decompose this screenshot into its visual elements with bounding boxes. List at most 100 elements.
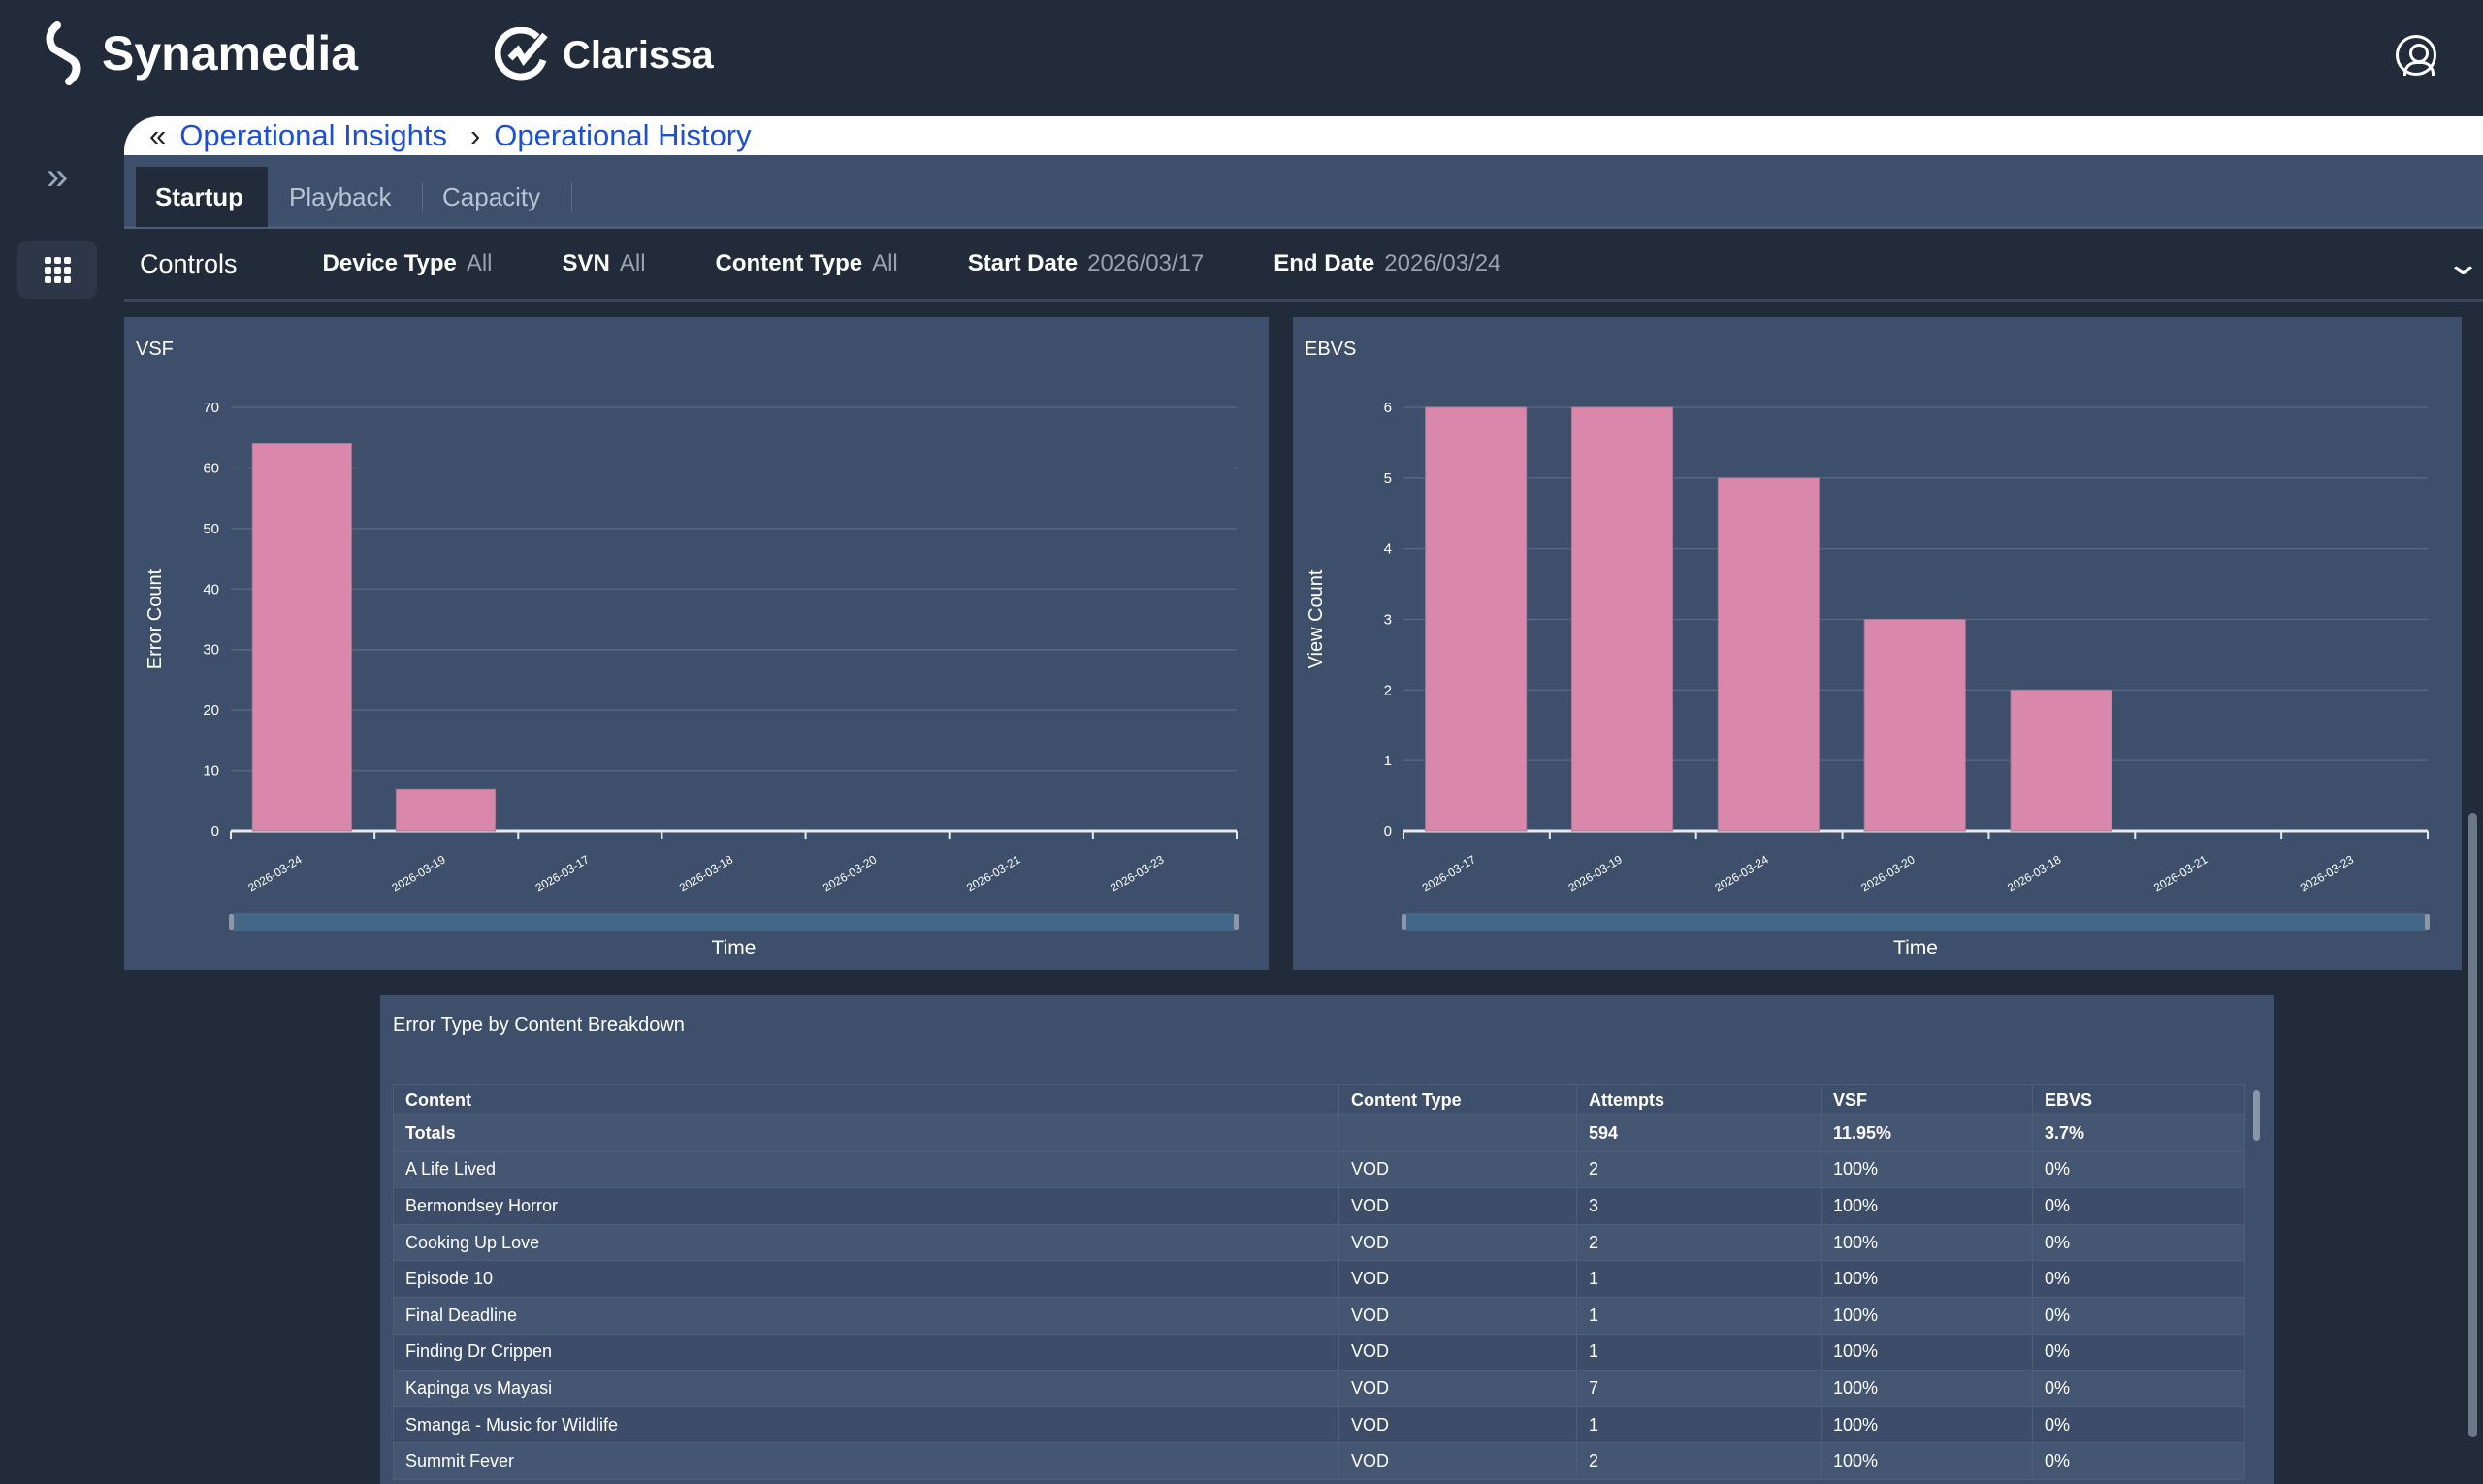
table-row[interactable]: Episode 10 VOD 1 100% 0% (393, 1260, 2245, 1298)
filter-end-date[interactable]: End Date 2026/03/24 (1274, 250, 1500, 277)
synamedia-logo-icon (46, 21, 81, 85)
user-account-icon[interactable] (2396, 35, 2436, 76)
filter-label: SVN (562, 250, 610, 276)
table-row[interactable]: Kapinga vs Mayasi VOD 7 100% 0% (393, 1370, 2245, 1407)
table-row[interactable]: A Life Lived VOD 2 100% 0% (393, 1150, 2245, 1189)
chevron-down-icon[interactable]: ⌄ (2444, 247, 2482, 280)
filter-device-type[interactable]: Device Type All (323, 250, 493, 277)
table-cell: 0% (2032, 1187, 2245, 1225)
table-cell: 0% (2032, 1370, 2245, 1407)
table-cell: Totals (393, 1114, 1339, 1152)
filter-label: Device Type (322, 250, 457, 276)
vsf-chart-panel: VSF 0 10 20 30 40 50 60 70 2026-03-24 2026-03-19 2… (124, 317, 1269, 970)
table-cell: 0% (2032, 1405, 2245, 1444)
table-cell: 100% (1821, 1405, 2033, 1444)
table-cell: VOD (1338, 1333, 1577, 1371)
table-cell (1338, 1114, 1577, 1152)
y-tick-label: 4 (1384, 541, 1392, 558)
x-tick-label: 2026-03-20 (1858, 853, 1917, 894)
table-cell: 2 (1576, 1223, 1822, 1262)
y-tick-label: 40 (203, 581, 219, 597)
ebvs-chart: 0 1 2 3 4 5 6 2026-03-17 2026-03-19 2026-03-24 202… (1306, 400, 2430, 959)
filter-value: All (619, 250, 646, 276)
bar (251, 442, 352, 832)
y-tick-label: 70 (203, 400, 219, 416)
y-tick-label: 5 (1384, 470, 1392, 487)
error-breakdown-table: Content Content Type Attempts VSF EBVS T… (393, 1084, 2245, 1480)
table-cell: 100% (1821, 1442, 2033, 1480)
filter-label: Content Type (715, 250, 863, 276)
x-tick-label: 2026-03-18 (677, 853, 735, 894)
table-row[interactable]: Summit Fever VOD 2 100% 0% (393, 1442, 2245, 1480)
table-header-row: Content Content Type Attempts VSF EBVS (393, 1084, 2245, 1115)
table-cell: 11.95% (1821, 1114, 2033, 1152)
tab-divider (422, 182, 423, 211)
table-row[interactable]: Cooking Up Love VOD 2 100% 0% (393, 1223, 2245, 1262)
table-cell: Final Deadline (393, 1296, 1339, 1335)
table-row[interactable]: Final Deadline VOD 1 100% 0% (393, 1296, 2245, 1335)
table-cell: 100% (1821, 1150, 2033, 1189)
column-header-ebvs[interactable]: EBVS (2032, 1084, 2245, 1115)
table-cell: 0% (2032, 1296, 2245, 1335)
column-header-content[interactable]: Content (393, 1084, 1339, 1115)
breadcrumb-operational-history[interactable]: Operational History (494, 118, 752, 152)
table-cell: Summit Fever (393, 1442, 1339, 1480)
expand-sidebar-icon[interactable]: » (47, 155, 69, 198)
apps-grid-icon[interactable] (17, 241, 97, 299)
table-cell: 3.7% (2032, 1114, 2245, 1152)
tab-divider (571, 182, 572, 211)
table-cell: 7 (1576, 1370, 1822, 1407)
table-cell: 1 (1576, 1296, 1822, 1335)
table-cell: 100% (1821, 1333, 2033, 1371)
table-cell: Cooking Up Love (393, 1223, 1339, 1262)
bar (1863, 619, 1966, 832)
tab-playback[interactable]: Playback (289, 181, 392, 211)
column-header-vsf[interactable]: VSF (1821, 1084, 2033, 1115)
filter-svn[interactable]: SVN All (563, 250, 646, 277)
table-cell: 2 (1576, 1150, 1822, 1189)
range-slider (1405, 913, 2426, 931)
bar (1425, 406, 1528, 832)
tab-capacity[interactable]: Capacity (442, 181, 541, 211)
synamedia-logo[interactable]: Synamedia (44, 21, 358, 85)
x-tick-label: 2026-03-17 (1420, 853, 1478, 894)
filter-value: 2026/03/24 (1384, 250, 1501, 276)
table-cell: 0% (2032, 1260, 2245, 1298)
table-scrollbar[interactable] (2253, 1090, 2260, 1141)
table-row[interactable]: Finding Dr Crippen VOD 1 100% 0% (393, 1333, 2245, 1371)
tab-startup[interactable]: Startup (136, 167, 268, 227)
totals-row[interactable]: Totals 594 11.95% 3.7% (393, 1114, 2245, 1152)
breadcrumb-operational-insights[interactable]: Operational Insights (179, 118, 447, 152)
filter-label: End Date (1274, 250, 1375, 276)
table-cell: 100% (1821, 1296, 2033, 1335)
filter-start-date[interactable]: Start Date 2026/03/17 (968, 250, 1205, 277)
column-header-content-type[interactable]: Content Type (1338, 1084, 1577, 1115)
table-cell: 1 (1576, 1260, 1822, 1298)
brand-name: Synamedia (102, 26, 359, 81)
y-tick-label: 50 (203, 521, 219, 537)
x-tick-label: 2026-03-19 (1566, 853, 1625, 894)
table-cell: Smanga - Music for Wildlife (393, 1405, 1339, 1444)
table-cell: 100% (1821, 1187, 2033, 1225)
column-header-attempts[interactable]: Attempts (1576, 1084, 1822, 1115)
controls-title: Controls (140, 248, 238, 278)
clarissa-logo[interactable]: Clarissa (495, 27, 714, 83)
double-chevron-left-icon[interactable]: « (149, 118, 167, 152)
table-cell: A Life Lived (393, 1150, 1339, 1189)
table-row[interactable]: Bermondsey Horror VOD 3 100% 0% (393, 1187, 2245, 1225)
page-scrollbar[interactable] (2468, 813, 2477, 1437)
table-cell: 3 (1576, 1187, 1822, 1225)
clarissa-logo-icon (495, 27, 548, 81)
error-breakdown-panel: Error Type by Content Breakdown Content … (380, 995, 2274, 1484)
vsf-chart: 0 10 20 30 40 50 60 70 2026-03-24 2026-03-19 2026-… (145, 400, 1239, 959)
bar (1717, 477, 1820, 832)
y-tick-label: 20 (203, 702, 219, 719)
y-tick-label: 2 (1384, 682, 1392, 698)
filter-value: All (466, 250, 493, 276)
table-cell: Kapinga vs Mayasi (393, 1370, 1339, 1407)
controls-bar[interactable]: Controls Device Type All SVN All Content T… (124, 229, 2483, 302)
x-axis-title: Time (1893, 937, 1938, 959)
table-row[interactable]: Smanga - Music for Wildlife VOD 1 100% 0% (393, 1405, 2245, 1444)
filter-content-type[interactable]: Content Type All (716, 250, 898, 277)
table-cell: 1 (1576, 1405, 1822, 1444)
